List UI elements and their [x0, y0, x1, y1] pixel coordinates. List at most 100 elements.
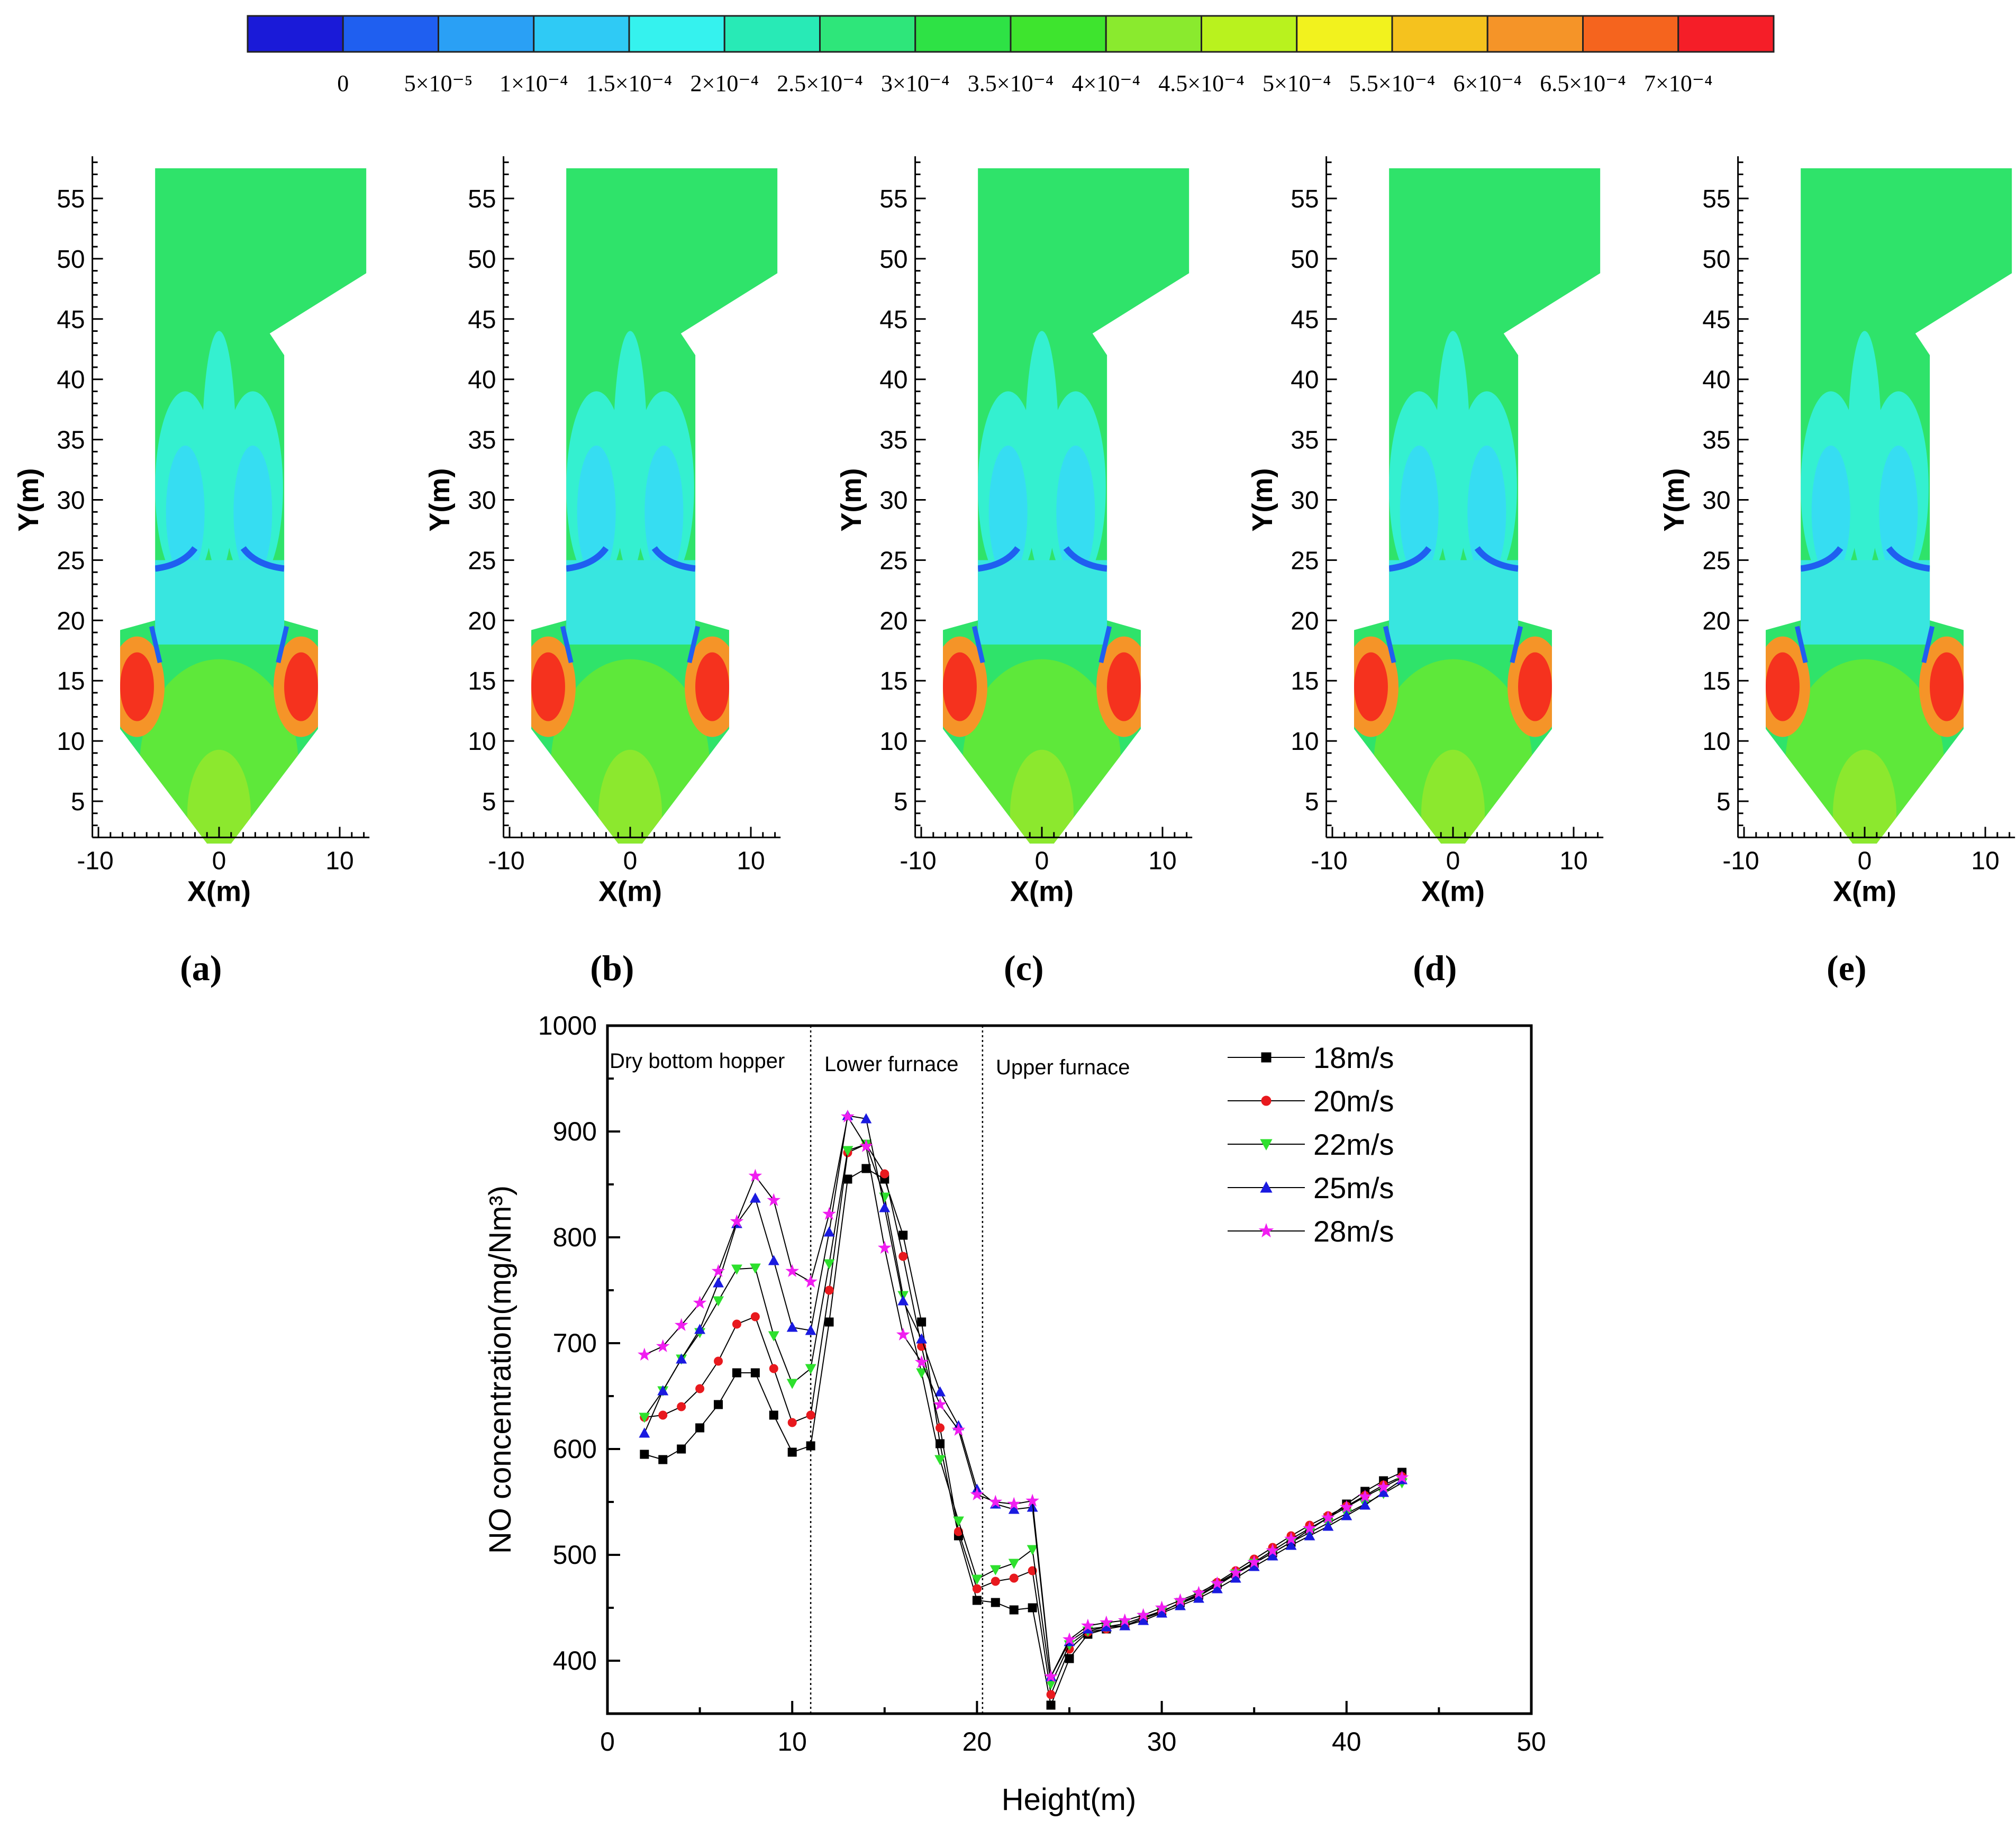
- field-burner-streak: [276, 626, 289, 664]
- data-point: [1304, 1530, 1315, 1541]
- y-tick-label: 55: [879, 185, 907, 213]
- y-tick-label: 30: [57, 487, 85, 515]
- field-streak: [1388, 546, 1432, 572]
- field-hot-core: [1354, 652, 1388, 721]
- y-tick-label: 30: [879, 487, 907, 515]
- data-point: [841, 1109, 855, 1122]
- data-point: [896, 1327, 910, 1341]
- x-tick-label: 0: [212, 847, 226, 875]
- field-streak: [1886, 546, 1930, 572]
- data-point: [1260, 1181, 1273, 1193]
- legend-label: 22m/s: [1313, 1128, 1394, 1161]
- field-burner-streak: [560, 626, 574, 664]
- data-point: [934, 1386, 946, 1397]
- field-streak: [651, 546, 696, 572]
- y-tick-label: 45: [879, 306, 907, 334]
- data-point: [769, 1364, 778, 1373]
- contour-panel: 5 10 15 20 25 30 35 40 45 50 55 -10 0 10 X(m) Y(m) (b): [424, 156, 781, 988]
- y-tick-label: 700: [553, 1328, 597, 1358]
- data-point: [877, 1241, 892, 1254]
- data-point: [1260, 1139, 1273, 1151]
- y-tick-label: 500: [553, 1540, 597, 1570]
- data-point: [1358, 1489, 1372, 1502]
- data-point: [1156, 1607, 1168, 1618]
- y-tick-label: 20: [1291, 607, 1319, 635]
- colorbar-swatch: [628, 15, 725, 53]
- y-tick-label: 1000: [538, 1011, 597, 1040]
- legend-item: 20m/s: [1228, 1084, 1394, 1118]
- colorbar-swatch: [1010, 15, 1107, 53]
- data-point: [934, 1455, 946, 1465]
- y-tick-label: 10: [879, 728, 907, 756]
- data-point: [732, 1319, 741, 1329]
- y-axis-ticks: 400 500 600 700 800 900 1000: [538, 1011, 620, 1676]
- colorbar-tick-label: 4.5×10⁻⁴: [1158, 70, 1244, 96]
- field-plume: [1436, 331, 1470, 573]
- field-streak: [977, 546, 1021, 572]
- data-point: [804, 1274, 818, 1288]
- data-point: [767, 1193, 781, 1206]
- y-tick-label: 25: [57, 547, 85, 575]
- y-tick-label: 5: [1717, 788, 1731, 816]
- data-point: [1261, 1052, 1272, 1063]
- data-point: [824, 1317, 834, 1327]
- data-point: [1173, 1593, 1187, 1606]
- y-tick-label: 400: [553, 1646, 597, 1676]
- y-tick-label: 45: [1291, 306, 1319, 334]
- contour-panel: 5 10 15 20 25 30 35 40 45 50 55 -10 0 10 X(m) Y(m) (d): [1247, 156, 1604, 988]
- panel-y-label: Y(m): [1247, 468, 1278, 532]
- y-tick-label: 15: [1702, 667, 1730, 695]
- field-streak: [155, 546, 198, 572]
- panel-letter: (d): [1413, 948, 1457, 988]
- field-burner-streak: [971, 626, 985, 664]
- x-tick-label: -10: [488, 847, 524, 875]
- y-tick-label: 45: [468, 306, 496, 334]
- data-point: [1028, 1603, 1037, 1613]
- y-tick-label: 40: [879, 366, 907, 394]
- y-tick-label: 15: [57, 667, 85, 695]
- colorbar-swatch: [1391, 15, 1488, 53]
- y-tick-label: 45: [1702, 306, 1730, 334]
- data-point: [933, 1397, 947, 1410]
- data-point: [806, 1441, 815, 1451]
- field-plume-core: [1811, 445, 1850, 578]
- field-plume-core: [988, 445, 1028, 578]
- field-hot-core: [1930, 652, 1964, 721]
- field-plume-core: [233, 445, 273, 578]
- x-tick-label: 10: [1971, 847, 1999, 875]
- data-point: [1118, 1613, 1132, 1626]
- data-point: [1008, 1504, 1020, 1514]
- data-point: [639, 1413, 650, 1423]
- field-streak: [240, 546, 285, 572]
- legend-label: 18m/s: [1313, 1041, 1394, 1074]
- y-tick-label: 20: [468, 607, 496, 635]
- y-tick-label: 5: [894, 788, 908, 816]
- data-point: [748, 1169, 762, 1182]
- colorbar-swatch: [723, 15, 821, 53]
- data-point: [1267, 1550, 1278, 1561]
- series-20m/s: [640, 1139, 1407, 1699]
- data-point: [1285, 1540, 1297, 1550]
- data-point: [897, 1295, 909, 1306]
- x-tick-label: 0: [600, 1727, 615, 1756]
- field-plume-core: [644, 445, 684, 578]
- region-dividers: [810, 1026, 984, 1714]
- data-point: [1099, 1615, 1113, 1628]
- data-point: [1009, 1573, 1019, 1583]
- y-tick-label: 55: [1291, 185, 1319, 213]
- field-burner-streak: [1921, 626, 1935, 664]
- data-point: [806, 1410, 815, 1420]
- x-tick-label: 50: [1516, 1727, 1546, 1756]
- x-tick-label: -10: [77, 847, 113, 875]
- y-tick-label: 10: [57, 728, 85, 756]
- y-tick-label: 10: [1702, 728, 1730, 756]
- data-point: [805, 1364, 816, 1374]
- field-burner-streak: [1098, 626, 1112, 664]
- data-point: [694, 1324, 706, 1334]
- y-tick-label: 800: [553, 1223, 597, 1252]
- legend-item: 22m/s: [1228, 1128, 1394, 1161]
- colorbar-tick-label: 6×10⁻⁴: [1454, 70, 1522, 96]
- field-plume-core: [1879, 445, 1918, 578]
- y-tick-label: 30: [468, 487, 496, 515]
